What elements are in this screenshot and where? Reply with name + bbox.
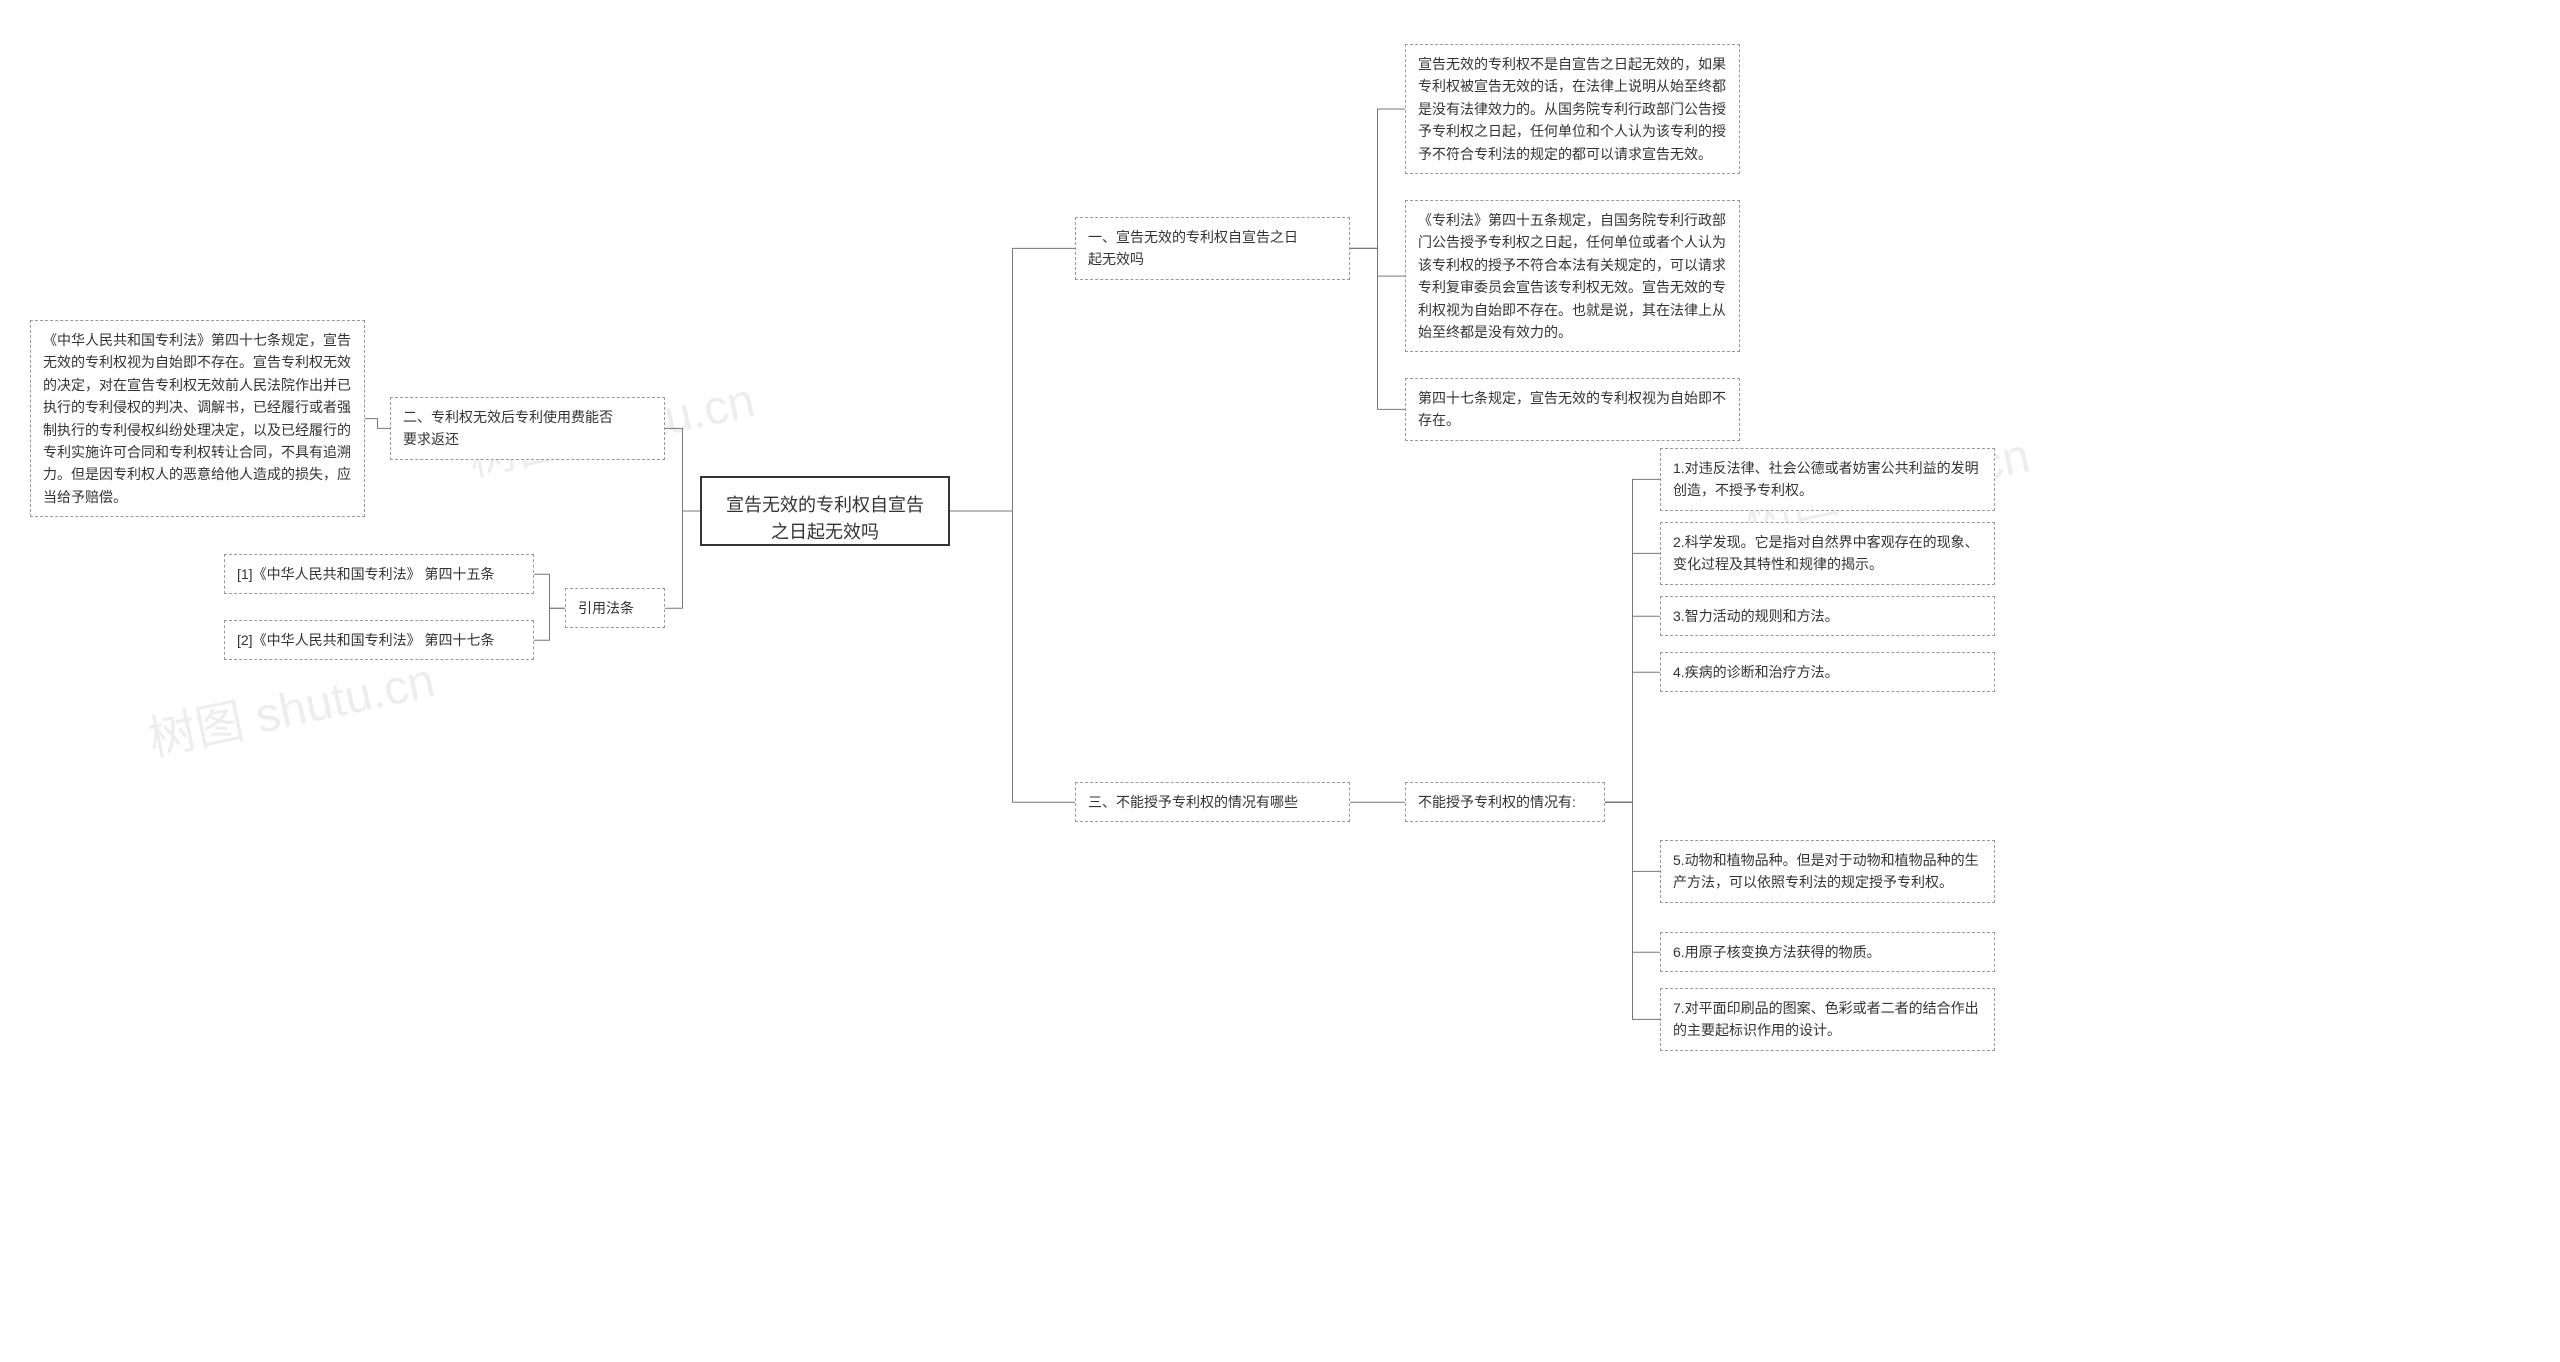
- node-label: 第四十七条规定，宣告无效的专利权视为自始即不存在。: [1418, 390, 1726, 428]
- node-label: 7.对平面印刷品的图案、色彩或者二者的结合作出的主要起标识作用的设计。: [1673, 1000, 1979, 1038]
- node-label: 1.对违反法律、社会公德或者妨害公共利益的发明创造，不授予专利权。: [1673, 460, 1979, 498]
- node-label: 不能授予专利权的情况有:: [1418, 794, 1576, 810]
- branch-3-child-a: 不能授予专利权的情况有:: [1405, 782, 1605, 822]
- branch-3a-item-3: 3.智力活动的规则和方法。: [1660, 596, 1995, 636]
- branch-2-child-a: 《中华人民共和国专利法》第四十七条规定，宣告无效的专利权视为自始即不存在。宣告专…: [30, 320, 365, 517]
- node-label: 3.智力活动的规则和方法。: [1673, 608, 1839, 624]
- root-label: 宣告无效的专利权自宣告之日起无效吗: [726, 495, 924, 542]
- node-label: 宣告无效的专利权不是自宣告之日起无效的，如果专利权被宣告无效的话，在法律上说明从…: [1418, 56, 1726, 162]
- branch-1-child-a: 宣告无效的专利权不是自宣告之日起无效的，如果专利权被宣告无效的话，在法律上说明从…: [1405, 44, 1740, 174]
- connector-layer: [0, 0, 2560, 1362]
- branch-3a-item-4: 4.疾病的诊断和治疗方法。: [1660, 652, 1995, 692]
- branch-3a-item-2: 2.科学发现。它是指对自然界中客观存在的现象、变化过程及其特性和规律的揭示。: [1660, 522, 1995, 585]
- branch-4-child-b: [2]《中华人民共和国专利法》 第四十七条: [224, 620, 534, 660]
- branch-3: 三、不能授予专利权的情况有哪些: [1075, 782, 1350, 822]
- node-label: [1]《中华人民共和国专利法》 第四十五条: [237, 566, 494, 582]
- node-label: 引用法条: [578, 600, 634, 616]
- node-label: 二、专利权无效后专利使用费能否要求返还: [403, 409, 613, 447]
- root-node: 宣告无效的专利权自宣告之日起无效吗: [700, 476, 950, 546]
- branch-1-child-b: 《专利法》第四十五条规定，自国务院专利行政部门公告授予专利权之日起，任何单位或者…: [1405, 200, 1740, 352]
- node-label: 《中华人民共和国专利法》第四十七条规定，宣告无效的专利权视为自始即不存在。宣告专…: [43, 332, 351, 505]
- branch-1-child-c: 第四十七条规定，宣告无效的专利权视为自始即不存在。: [1405, 378, 1740, 441]
- branch-1: 一、宣告无效的专利权自宣告之日起无效吗: [1075, 217, 1350, 280]
- node-label: 4.疾病的诊断和治疗方法。: [1673, 664, 1839, 680]
- node-label: [2]《中华人民共和国专利法》 第四十七条: [237, 632, 494, 648]
- branch-4-child-a: [1]《中华人民共和国专利法》 第四十五条: [224, 554, 534, 594]
- branch-3a-item-5: 5.动物和植物品种。但是对于动物和植物品种的生产方法，可以依照专利法的规定授予专…: [1660, 840, 1995, 903]
- node-label: 6.用原子核变换方法获得的物质。: [1673, 944, 1881, 960]
- node-label: 5.动物和植物品种。但是对于动物和植物品种的生产方法，可以依照专利法的规定授予专…: [1673, 852, 1979, 890]
- branch-2: 二、专利权无效后专利使用费能否要求返还: [390, 397, 665, 460]
- branch-3a-item-7: 7.对平面印刷品的图案、色彩或者二者的结合作出的主要起标识作用的设计。: [1660, 988, 1995, 1051]
- node-label: 三、不能授予专利权的情况有哪些: [1088, 794, 1298, 810]
- node-label: 2.科学发现。它是指对自然界中客观存在的现象、变化过程及其特性和规律的揭示。: [1673, 534, 1979, 572]
- branch-3a-item-1: 1.对违反法律、社会公德或者妨害公共利益的发明创造，不授予专利权。: [1660, 448, 1995, 511]
- branch-3a-item-6: 6.用原子核变换方法获得的物质。: [1660, 932, 1995, 972]
- node-label: 一、宣告无效的专利权自宣告之日起无效吗: [1088, 229, 1298, 267]
- node-label: 《专利法》第四十五条规定，自国务院专利行政部门公告授予专利权之日起，任何单位或者…: [1418, 212, 1726, 340]
- branch-4: 引用法条: [565, 588, 665, 628]
